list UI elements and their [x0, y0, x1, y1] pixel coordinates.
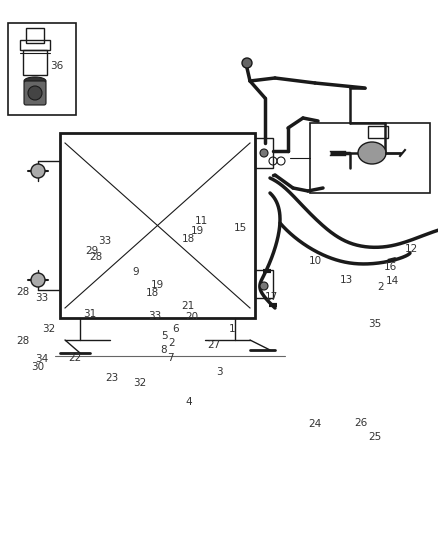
- Text: 3: 3: [215, 367, 223, 377]
- Text: 31: 31: [83, 310, 96, 319]
- Text: 33: 33: [35, 294, 48, 303]
- Text: 27: 27: [207, 341, 220, 350]
- Circle shape: [28, 86, 42, 100]
- Circle shape: [31, 164, 45, 178]
- Circle shape: [242, 58, 252, 68]
- Bar: [310, 123, 430, 193]
- Text: 26: 26: [355, 418, 368, 427]
- Text: 22: 22: [68, 353, 81, 363]
- Text: 32: 32: [133, 378, 146, 387]
- Circle shape: [31, 273, 45, 287]
- Text: 2: 2: [168, 338, 175, 348]
- Text: 8: 8: [160, 345, 167, 355]
- Text: 16: 16: [384, 262, 397, 271]
- Text: 7: 7: [167, 353, 174, 363]
- Text: 28: 28: [16, 336, 29, 346]
- Text: 25: 25: [368, 432, 381, 442]
- Text: 23: 23: [105, 374, 118, 383]
- Bar: [368, 126, 388, 138]
- Text: 21: 21: [181, 302, 194, 311]
- Ellipse shape: [24, 77, 46, 85]
- Circle shape: [260, 149, 268, 157]
- Text: 24: 24: [309, 419, 322, 429]
- Text: 10: 10: [309, 256, 322, 266]
- Bar: [26, 28, 44, 43]
- Text: 15: 15: [233, 223, 247, 233]
- Bar: [255, 138, 273, 168]
- Text: 33: 33: [99, 237, 112, 246]
- Bar: [255, 270, 273, 298]
- Text: 17: 17: [265, 293, 278, 302]
- Text: 18: 18: [182, 234, 195, 244]
- Text: 2: 2: [378, 282, 385, 292]
- Text: 32: 32: [42, 325, 56, 334]
- Text: 19: 19: [151, 280, 164, 290]
- Text: 9: 9: [132, 267, 139, 277]
- Text: 13: 13: [339, 275, 353, 285]
- Text: 11: 11: [195, 216, 208, 226]
- FancyBboxPatch shape: [24, 81, 46, 105]
- Bar: [8, 23, 76, 115]
- Text: 19: 19: [191, 226, 204, 236]
- Bar: [20, 40, 50, 50]
- Text: 34: 34: [35, 354, 48, 364]
- Text: 35: 35: [368, 319, 381, 329]
- Text: 20: 20: [185, 312, 198, 322]
- Text: 29: 29: [85, 246, 99, 255]
- Text: 1: 1: [229, 325, 236, 334]
- Text: 6: 6: [172, 324, 179, 334]
- Ellipse shape: [358, 142, 386, 164]
- Bar: [23, 50, 47, 75]
- Text: 33: 33: [148, 311, 162, 320]
- Text: 28: 28: [89, 252, 102, 262]
- Text: 28: 28: [16, 287, 29, 297]
- Text: 36: 36: [50, 61, 64, 71]
- Circle shape: [260, 282, 268, 290]
- Text: 30: 30: [31, 362, 44, 372]
- Text: 14: 14: [385, 276, 399, 286]
- Text: 5: 5: [161, 331, 168, 341]
- Text: 18: 18: [146, 288, 159, 298]
- Bar: [60, 133, 255, 318]
- Text: 4: 4: [185, 398, 192, 407]
- Text: 12: 12: [405, 245, 418, 254]
